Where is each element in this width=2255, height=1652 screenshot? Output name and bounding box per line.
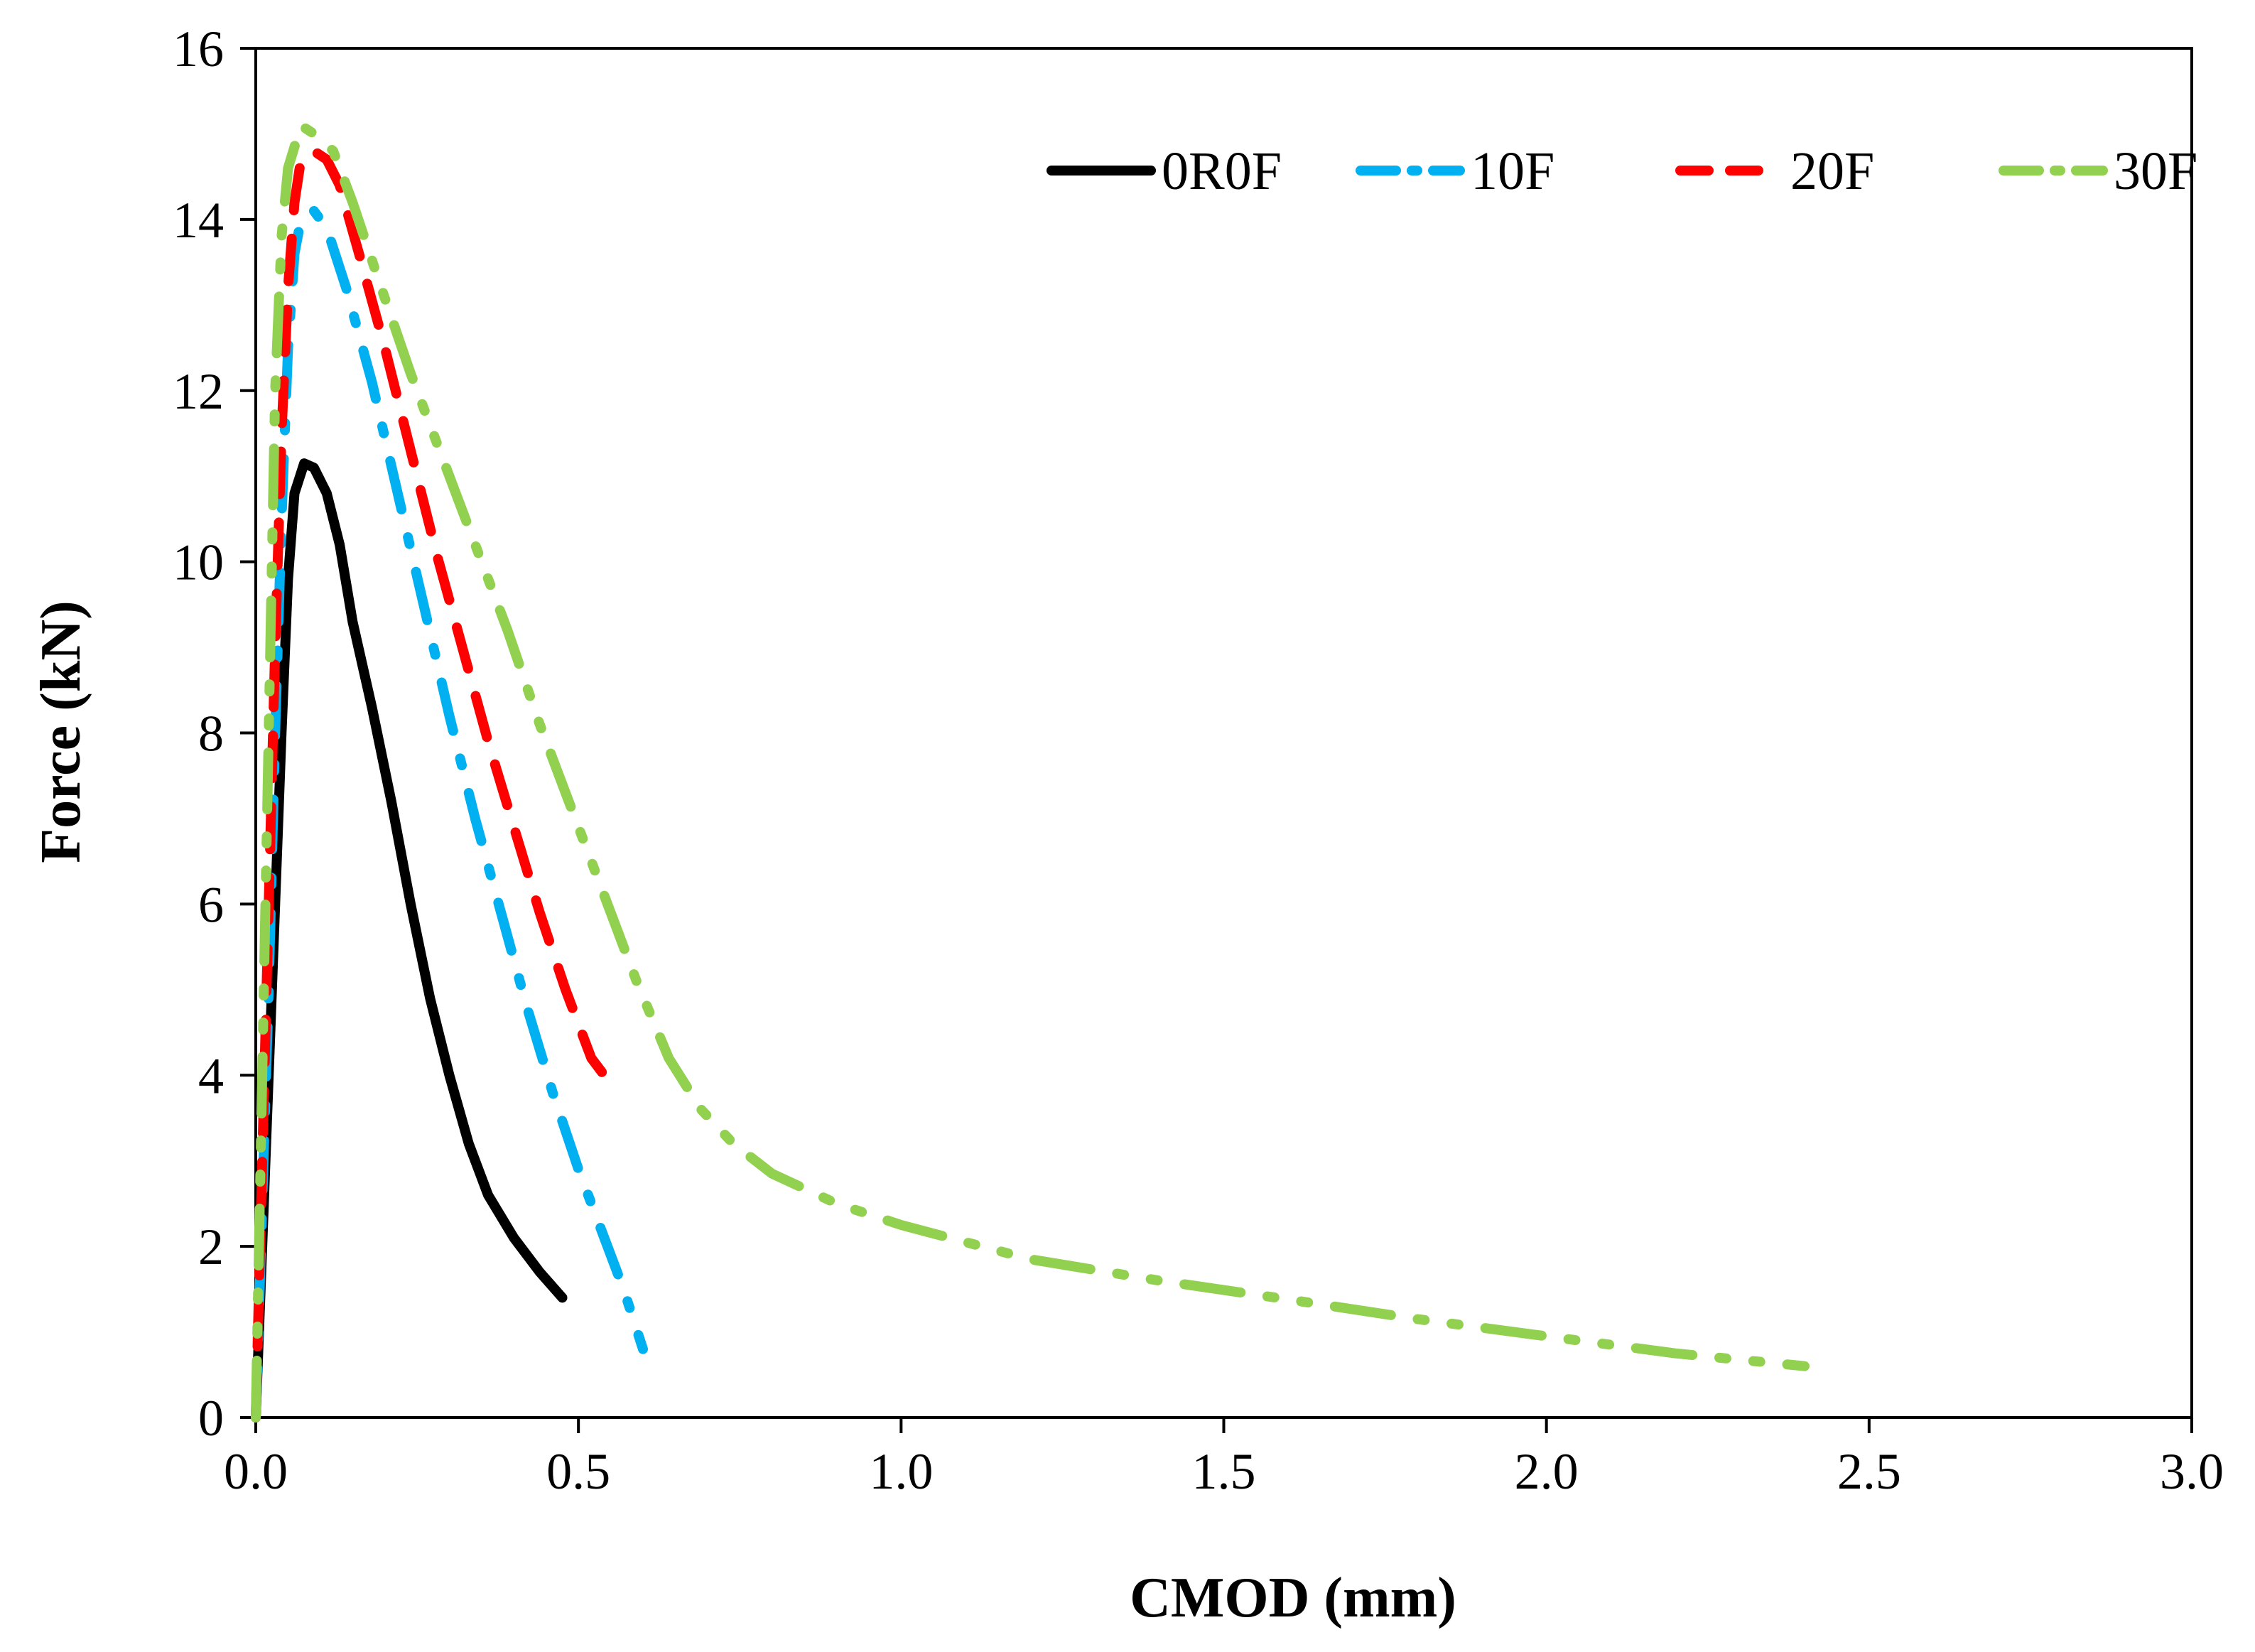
y-axis-title: Force (kN) [30,600,92,863]
axes-layer: 0.0 0.5 1.0 1.5 2.0 2.5 3.0 0 2 4 6 8 10 12 14 16 [173,21,2224,1500]
legend-label-10f: 10F [1471,141,1554,201]
x-tick-label: 0.0 [224,1443,288,1500]
plot-frame [254,47,2193,1419]
y-tick-label: 12 [173,363,224,420]
legend-label-30f: 30F [2114,141,2197,201]
series-line-20f [251,146,622,1422]
y-tick-label: 2 [198,1219,224,1275]
legend: 0R0F 10F 20F 30F [1047,141,2197,201]
y-tick-label: 16 [173,21,224,77]
x-tick-label: 1.5 [1192,1443,1256,1500]
x-tick-label: 2.5 [1837,1443,1901,1500]
x-tick-label: 3.0 [2160,1443,2224,1500]
y-tick-label: 14 [173,192,224,249]
y-tick-label: 0 [198,1390,224,1447]
y-tick-label: 4 [198,1047,224,1104]
x-tick-label: 0.5 [546,1443,610,1500]
legend-label-0r0f: 0R0F [1162,141,1282,201]
series-line-10f [251,205,648,1422]
x-tick-label: 2.0 [1515,1443,1579,1500]
x-tick-label: 1.0 [869,1443,933,1500]
legend-label-20f: 20F [1790,141,1874,201]
series-line-30f [251,120,1810,1422]
series-line-0r0f [251,458,568,1422]
y-tick-label: 6 [198,876,224,933]
y-tick-label: 10 [173,534,224,591]
y-tick-label: 8 [198,706,224,762]
series-layer [251,120,1810,1422]
x-axis-title: CMOD (mm) [1130,1567,1456,1629]
